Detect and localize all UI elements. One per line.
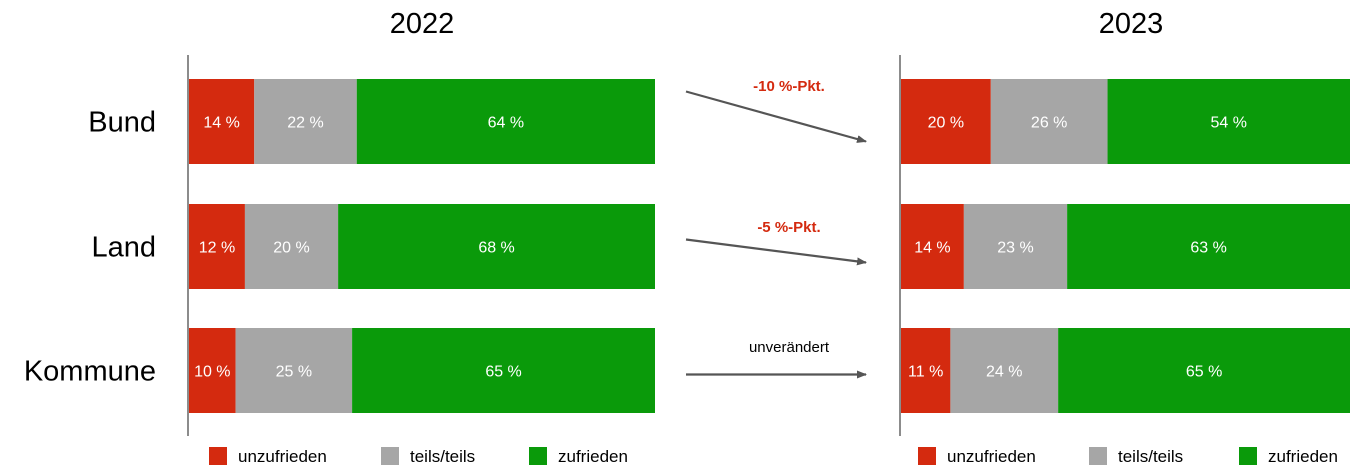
legend-label-2023-zufrieden: zufrieden <box>1268 447 1338 466</box>
change-arrows: -10 %-Pkt. -5 %-Pkt. unverändert <box>685 78 867 379</box>
data-label-2022-land-zufrieden: 68 % <box>478 240 514 257</box>
category-label-land: Land <box>91 232 156 264</box>
category-labels: Bund Land Kommune <box>24 107 156 388</box>
data-label-2023-bund-teils-teils: 26 % <box>1031 115 1067 132</box>
bar-2023-bund-unzufrieden <box>901 79 991 164</box>
bar-2023-bund-teils-teils <box>990 79 1108 164</box>
legend-swatch-2023-teils-teils <box>1089 447 1107 465</box>
change-label-kommune: unverändert <box>749 339 830 356</box>
data-label-2023-land-teils-teils: 23 % <box>997 240 1033 257</box>
bar-2022-land-unzufrieden <box>189 204 245 289</box>
data-label-2023-bund-zufrieden: 54 % <box>1211 115 1247 132</box>
change-label-bund: -10 %-Pkt. <box>753 78 825 95</box>
bar-2022-land-teils-teils <box>244 204 339 289</box>
data-label-2023-kommune-unzufrieden: 11 % <box>908 364 943 381</box>
data-label-2022-land-unzufrieden: 12 % <box>199 240 235 257</box>
axes <box>187 55 901 436</box>
legend-swatch-2023-zufrieden <box>1239 447 1257 465</box>
legend-label-2023-unzufrieden: unzufrieden <box>947 447 1036 466</box>
bar-2022-bund-zufrieden <box>356 79 655 164</box>
data-label-2023-land-zufrieden: 63 % <box>1190 240 1226 257</box>
data-label-2023-kommune-zufrieden: 65 % <box>1186 364 1222 381</box>
bar-2022-kommune-teils-teils <box>235 328 353 413</box>
change-label-land: -5 %-Pkt. <box>757 219 820 236</box>
legend-swatch-2022-unzufrieden <box>209 447 227 465</box>
bar-2023-bund-zufrieden <box>1107 79 1350 164</box>
bar-2022-land-zufrieden <box>338 204 655 289</box>
bar-2023-land-zufrieden <box>1067 204 1350 289</box>
panel-titles: 2022 2023 <box>390 8 1164 40</box>
legend-swatch-2022-teils-teils <box>381 447 399 465</box>
category-label-kommune: Kommune <box>24 356 156 388</box>
change-arrow-bund <box>685 90 867 143</box>
legend-label-2022-zufrieden: zufrieden <box>558 447 628 466</box>
legend-label-2022-unzufrieden: unzufrieden <box>238 447 327 466</box>
data-label-2023-land-unzufrieden: 14 % <box>914 240 950 257</box>
data-label-2023-bund-unzufrieden: 20 % <box>928 115 964 132</box>
bars: 14 % 22 % 64 % 12 % 20 % 68 % 10 % 25 % 65 % 20 %… <box>189 79 1350 413</box>
data-label-2022-bund-teils-teils: 22 % <box>287 115 323 132</box>
data-label-2022-kommune-zufrieden: 65 % <box>485 364 521 381</box>
bar-2022-kommune-zufrieden <box>352 328 655 413</box>
legend-label-2022-teils-teils: teils/teils <box>410 447 475 466</box>
category-label-bund: Bund <box>88 107 156 139</box>
data-label-2022-land-teils-teils: 20 % <box>273 240 309 257</box>
bar-2023-land-unzufrieden <box>901 204 964 289</box>
data-label-2023-kommune-teils-teils: 24 % <box>986 364 1022 381</box>
bar-2023-kommune-teils-teils <box>950 328 1059 413</box>
change-arrow-land <box>685 238 867 266</box>
bar-2022-bund-unzufrieden <box>189 79 255 164</box>
data-label-2022-kommune-unzufrieden: 10 % <box>194 364 230 381</box>
legend-label-2023-teils-teils: teils/teils <box>1118 447 1183 466</box>
panel-title-2023: 2023 <box>1099 8 1164 40</box>
bar-2023-land-teils-teils <box>963 204 1068 289</box>
data-label-2022-kommune-teils-teils: 25 % <box>276 364 312 381</box>
legend-swatch-2023-unzufrieden <box>918 447 936 465</box>
bar-2023-kommune-zufrieden <box>1058 328 1350 413</box>
data-label-2022-bund-unzufrieden: 14 % <box>203 115 239 132</box>
bar-2022-bund-teils-teils <box>254 79 357 164</box>
bar-2023-kommune-unzufrieden <box>901 328 951 413</box>
legend-swatch-2022-zufrieden <box>529 447 547 465</box>
panel-title-2022: 2022 <box>390 8 455 40</box>
bar-2022-kommune-unzufrieden <box>189 328 236 413</box>
data-label-2022-bund-zufrieden: 64 % <box>488 115 524 132</box>
legends: unzufrieden teils/teils zufrieden unzufried… <box>209 447 1338 466</box>
